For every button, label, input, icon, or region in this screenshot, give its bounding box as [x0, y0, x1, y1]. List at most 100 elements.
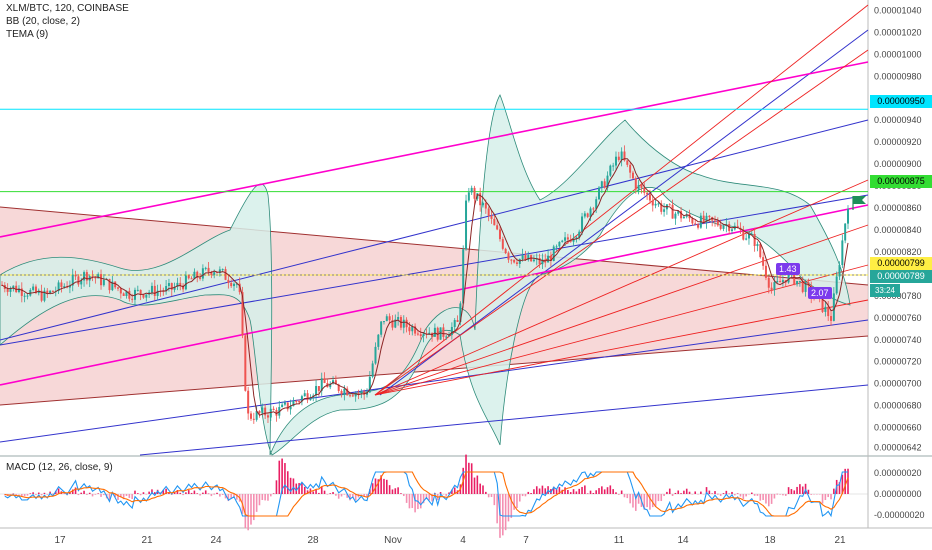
candle-body — [97, 274, 100, 279]
candle-body — [482, 203, 485, 206]
candle-body — [252, 418, 255, 420]
candle-body — [702, 215, 705, 223]
macd-hist-bar — [649, 494, 651, 510]
candle-body — [623, 151, 626, 161]
macd-hist-bar — [100, 494, 102, 497]
bb-legend[interactable]: BB (20, close, 2) — [6, 16, 80, 27]
candle-body — [445, 336, 448, 338]
macd-pane[interactable] — [0, 458, 868, 528]
candle-body — [629, 164, 632, 173]
macd-hist-bar — [37, 492, 40, 494]
candle-body — [142, 294, 145, 298]
candle-body — [637, 185, 640, 190]
symbol-title[interactable]: XLM/BTC, 120, COINBASE — [6, 3, 129, 14]
candle-body — [524, 255, 527, 260]
trend-lines-magenta[interactable] — [0, 61, 869, 386]
macd-hist-bar — [182, 494, 184, 496]
macd-hist-bar — [629, 494, 631, 504]
candle-body — [207, 267, 210, 272]
macd-hist-bar — [496, 494, 498, 524]
price-axis[interactable]: 0.00001040 0.00001020 0.00001000 0.00000980… — [874, 5, 922, 452]
macd-hist-bar — [564, 487, 566, 494]
macd-hist-bar — [255, 494, 258, 512]
price-tick-label: 0.00000980 — [874, 71, 922, 81]
candle-body — [586, 213, 589, 217]
candle-body — [439, 327, 442, 340]
macd-hist-bar — [386, 479, 388, 494]
candle-body — [190, 278, 193, 280]
macd-hist-bar — [626, 494, 629, 499]
candle-body — [453, 320, 456, 327]
macd-hist-bar — [284, 463, 286, 494]
candle-body — [23, 295, 26, 297]
candle-body — [292, 400, 295, 407]
macd-hist-bar — [77, 494, 80, 496]
macd-hist-bar — [301, 482, 303, 494]
macd-hist-bar — [388, 485, 391, 494]
macd-hist-bar — [558, 487, 561, 494]
macd-hist-bar — [323, 490, 326, 494]
candle-body — [643, 187, 646, 193]
macd-hist-bar — [473, 477, 476, 494]
macd-hist-bar — [793, 490, 796, 494]
macd-hist-bar — [139, 494, 142, 496]
macd-hist-bar — [397, 487, 399, 494]
macd-hist-bar — [83, 490, 85, 494]
macd-hist-bar — [742, 494, 745, 499]
macd-hist-bar — [770, 494, 773, 504]
candle-body — [411, 326, 414, 332]
candle-body — [298, 401, 301, 403]
macd-hist-bar — [813, 494, 815, 495]
badge-ratio-2[interactable]: 2.07 — [808, 287, 832, 299]
trend-lines-blue[interactable] — [0, 29, 869, 456]
candle-body — [581, 216, 584, 232]
candle-body — [49, 290, 52, 293]
macd-hist-bar — [320, 486, 323, 494]
candle-body — [167, 283, 170, 287]
macd-hist-bar — [745, 494, 747, 497]
macd-hist-bar — [303, 486, 306, 494]
candle-body — [484, 203, 487, 209]
candle-body — [111, 281, 114, 291]
candle-body — [422, 333, 425, 336]
candle-body — [408, 327, 411, 332]
candle-body — [179, 282, 182, 286]
candle-body — [450, 326, 453, 336]
macd-hist-bar — [411, 494, 414, 509]
candle-body — [405, 319, 408, 328]
bar-countdown: 33:24 — [870, 284, 900, 297]
macd-legend[interactable]: MACD (12, 26, close, 9) — [6, 462, 113, 473]
candle-body — [547, 255, 550, 263]
macd-hist-bar — [555, 489, 558, 494]
fan-lines-red[interactable] — [374, 4, 869, 396]
bollinger-bands[interactable] — [0, 94, 851, 456]
time-tick-label: 28 — [307, 535, 319, 546]
candle-body — [125, 290, 128, 296]
candle-body — [541, 259, 544, 265]
macd-hist-bar — [35, 494, 37, 495]
wedge-upper-line[interactable] — [0, 206, 869, 286]
candle-body — [365, 392, 368, 395]
candle-body — [210, 271, 213, 275]
macd-hist-bar — [451, 489, 453, 494]
macd-hist-bar — [278, 460, 281, 494]
flag-icon[interactable] — [853, 196, 866, 204]
macd-hist-bar — [493, 494, 496, 506]
price-tick-label: 0.00000680 — [874, 401, 922, 411]
price-tick-label: 0.00000840 — [874, 225, 922, 235]
wedge-lower-line[interactable] — [0, 335, 869, 406]
candle-body — [303, 393, 306, 397]
candle-body — [346, 388, 349, 396]
macd-hist-bar — [86, 493, 88, 495]
time-axis[interactable]: 17 21 24 28 Nov 4 7 11 14 18 21 — [54, 535, 846, 546]
macd-hist-bar — [787, 487, 790, 494]
candle-body — [402, 319, 405, 328]
macd-hist-bar — [402, 494, 405, 497]
macd-hist-bar — [261, 494, 264, 501]
macd-axis[interactable]: 0.00000020 0.00000000 -0.00000020 — [874, 468, 925, 520]
macd-hist-bar — [717, 493, 719, 495]
tema-legend[interactable]: TEMA (9) — [6, 29, 49, 40]
candle-body — [136, 289, 139, 291]
badge-ratio-1[interactable]: 1.43 — [776, 263, 800, 275]
